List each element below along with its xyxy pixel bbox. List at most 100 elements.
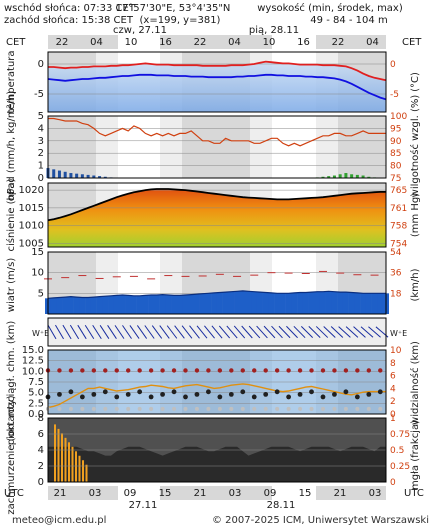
cloud-mid-dot [102,389,108,395]
pressure-area [48,189,386,247]
daylight-band [272,116,316,178]
compass-label-left: W⁺E [32,329,49,338]
wind-bar [268,292,275,314]
tick-label-left: 1005 [19,238,44,249]
precip-bar [92,175,96,178]
precip-bar [367,176,371,178]
pressure-panel-frame [47,182,387,248]
top-hour-label: 22 [194,37,207,48]
cloud-top-dot [103,368,108,373]
cloud-mid-dot [332,391,337,397]
wind-arrow [330,326,344,338]
cloud-top-dot [332,368,337,373]
wind-arrow [129,325,140,339]
wind-bar [85,297,92,314]
cloud-top-dot [160,368,165,373]
cloud-low-dot [80,406,85,411]
wind-bar [308,292,315,314]
cloud-top-dot [194,368,200,373]
tick-label-left: 5 [38,111,44,122]
cloud-low-dot [114,406,119,411]
wind-bar [56,297,63,314]
cloud-top-dot [114,368,119,373]
wind-bar [165,294,172,314]
tick-label-right: 4 [390,384,396,394]
humidity-line [48,117,386,147]
wind-arrow [144,325,155,339]
tick-label-right: 95 [390,124,401,134]
wind-bar [245,291,252,314]
tick-label-right: 1 [390,414,396,424]
wind-bar [142,295,149,314]
wind-bar [377,293,384,314]
pressure-mmhg-label: (mm Hg) [410,193,421,237]
utc-right: UTC [404,488,424,499]
coordinates-text: 17°57'30"E, 53°4'35"N [116,3,231,14]
wind-arrow [107,325,117,339]
wind-arrow [368,326,381,338]
wind-arrow [308,326,321,338]
tick-label-right: 0 [390,410,396,420]
wind-bar [216,292,223,314]
precip-bar [63,171,67,178]
fog-axis-label: mgła (frakcja) [410,420,421,490]
wind-arrow [151,325,163,339]
wind-line [47,290,386,299]
tick-label-right: 765 [390,186,407,196]
wind-bar [297,292,304,314]
wind-axis-label: wiatr (m/s) [6,258,17,313]
cloud-low-dot [68,406,73,411]
top-hour-label: 04 [90,37,103,48]
wind-bar [365,293,372,314]
wind-arrow [92,324,102,340]
cloud-mid-dot [137,389,143,395]
wind-bar [319,291,326,314]
bottom-axis-day-band [118,486,160,500]
tick-label-left: 8 [38,413,44,424]
cloud-low-dot [263,406,268,411]
wind-bar [113,295,120,314]
wind-arrow [196,325,208,339]
wind-bar [228,291,235,314]
wind-bar [130,295,137,314]
bottom-hour-label: 03 [89,488,102,499]
wind-bar [176,295,183,314]
wind-arrow [55,324,64,340]
precip-bar [338,174,342,178]
tick-label-right: 100 [390,112,407,122]
cloud-top-dot [183,368,188,373]
visibility-axis-label: widzialność (km) [409,341,421,425]
bottom-hour-label: 15 [159,488,172,499]
cloud-mid-dot [297,391,303,397]
cloud-low-dot [286,406,291,411]
cloud-low-dot [240,406,245,411]
cloud-low-dot [126,406,131,411]
wind-arrow [77,324,87,340]
wind-bar [90,297,97,314]
cloud-depth-axis-label: pion. rozciągł. chm. (km) [6,321,17,446]
cloud-top-dot [148,368,154,373]
wind-bar [148,294,155,314]
tick-label-left: 3 [38,136,44,147]
cloud-top-dot [263,368,268,373]
cloud-top-dot [343,368,349,373]
tick-label-right: 758 [390,222,407,232]
temperature-line [48,60,387,82]
wind-bar [67,296,74,314]
wind-bar [325,291,332,314]
cloud-mid-dot [114,394,120,400]
wind-bar [274,293,281,314]
precip-bar [355,174,359,178]
day1-label: czw, 27.11 [113,25,167,36]
tick-label-right: 0.25 [390,462,410,472]
cloud-mid-dot [206,389,211,395]
cloud-mid-dot [263,391,269,397]
wind-bar [342,292,349,314]
precip-bar [327,176,331,178]
precipitation-panel-frame [47,115,387,179]
wind-arrow [226,325,238,339]
cloud-top-dot [217,368,223,373]
cloud-mid-dot [183,394,188,400]
cloud-top-dot [57,368,62,373]
cloud-low-dot [320,406,325,411]
